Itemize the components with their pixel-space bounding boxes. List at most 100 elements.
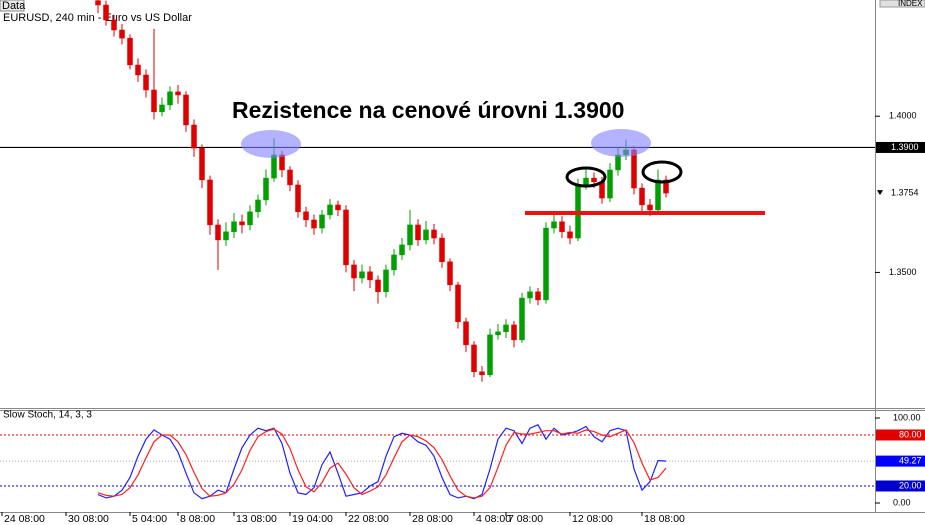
candle-body xyxy=(135,64,141,76)
candle-body xyxy=(639,187,645,206)
candle-body xyxy=(151,89,157,113)
x-tick-label: 24 08:00 xyxy=(4,513,45,525)
candle-body xyxy=(127,37,133,66)
x-tick-label: 30 08:00 xyxy=(68,513,109,525)
candle-body xyxy=(439,237,445,263)
candle-body xyxy=(383,269,389,293)
candle-body xyxy=(159,104,165,113)
candle-body xyxy=(327,204,333,216)
index-label[interactable]: INDEX xyxy=(898,0,923,8)
candle-body xyxy=(215,224,221,241)
x-tick-label: 13 08:00 xyxy=(236,513,277,525)
candle-body xyxy=(583,177,589,186)
candle-body xyxy=(447,261,453,286)
x-tick-label: 5 04:00 xyxy=(132,513,167,525)
candle-body xyxy=(207,179,213,226)
candle-body xyxy=(119,29,125,39)
candle-body xyxy=(167,91,173,106)
candle-body xyxy=(471,344,477,373)
candle-body xyxy=(191,124,197,149)
candle-body xyxy=(655,179,661,211)
x-tick-label: 19 04:00 xyxy=(292,513,333,525)
candle-body xyxy=(519,297,525,341)
candle-body xyxy=(335,204,341,211)
candle-body xyxy=(175,91,181,96)
candle-body xyxy=(559,221,565,233)
current-label: 1.3754 xyxy=(891,187,919,197)
candle-body xyxy=(303,211,309,221)
candle-body xyxy=(407,224,413,246)
candle-body xyxy=(255,199,261,213)
x-tick-label: 8 08:00 xyxy=(180,513,215,525)
candle-body xyxy=(647,204,653,211)
candle-body xyxy=(431,229,437,239)
annotation: Rezistence na cenové úrovni 1.3900 xyxy=(232,97,624,123)
candle-body xyxy=(527,291,533,299)
y-tick-label: 1.4000 xyxy=(889,111,917,121)
data-tab[interactable] xyxy=(0,0,25,12)
candle-body xyxy=(663,179,669,194)
candle-body xyxy=(263,177,269,201)
candle-body xyxy=(463,321,469,346)
resistance-box xyxy=(876,141,925,153)
candle-body xyxy=(543,227,549,301)
candle-body xyxy=(495,331,501,336)
candle-body xyxy=(223,231,229,241)
candle-body xyxy=(455,284,461,323)
y-tick-label: 1.3500 xyxy=(889,267,917,277)
candle-body xyxy=(239,221,245,226)
symbol-title: EURUSD, 240 min - Euro vs US Dollar xyxy=(3,12,192,24)
candle-body xyxy=(567,231,573,239)
candle-body xyxy=(535,291,541,301)
candle-body xyxy=(231,221,237,233)
candle-body xyxy=(503,324,509,333)
candle-body xyxy=(487,334,493,376)
candle-body xyxy=(295,184,301,213)
current-box xyxy=(876,455,925,467)
candle-body xyxy=(199,147,205,181)
candle-body xyxy=(607,169,613,199)
candle-body xyxy=(399,244,405,256)
indicator-title: Slow Stoch, 14, 3, 3 xyxy=(3,410,92,421)
candle-body xyxy=(591,177,597,183)
x-tick-label: 28 08:00 xyxy=(412,513,453,525)
current-label: 49.27 xyxy=(899,455,922,465)
index-tab[interactable] xyxy=(879,0,925,8)
candle-body xyxy=(143,74,149,91)
candle-body xyxy=(103,4,109,21)
level-label: 80.00 xyxy=(899,429,922,439)
candle-body xyxy=(367,271,373,281)
level-label: 20.00 xyxy=(899,480,922,490)
level-box xyxy=(876,480,925,492)
x-tick-label: 12 08:00 xyxy=(572,513,613,525)
data-tab-label[interactable]: Data xyxy=(2,0,26,12)
candle-body xyxy=(319,214,325,229)
candle-body xyxy=(183,94,189,126)
candle-body xyxy=(343,209,349,266)
candle-body xyxy=(111,19,117,31)
candle-body xyxy=(351,264,357,279)
y-tick-label: 0.00 xyxy=(893,497,911,507)
current-arrow xyxy=(877,190,883,196)
x-tick-label: 4 08:00 xyxy=(476,513,511,525)
candle-body xyxy=(375,279,381,293)
candle-body xyxy=(271,154,277,179)
candle-body xyxy=(247,211,253,226)
candle-body xyxy=(511,324,517,341)
candle-body xyxy=(287,169,293,186)
highlight-ellipse xyxy=(591,129,651,157)
candle-body xyxy=(359,271,365,279)
circle-mark xyxy=(641,160,683,184)
resistance-label: 1.3900 xyxy=(891,142,919,152)
candle-body xyxy=(423,229,429,241)
level-box xyxy=(876,429,925,441)
candle-body xyxy=(311,219,317,229)
x-tick-label: 18 08:00 xyxy=(644,513,685,525)
candle-body xyxy=(615,154,621,171)
candle-body xyxy=(391,254,397,271)
y-tick-label: 100.00 xyxy=(893,412,921,422)
highlight-ellipse xyxy=(241,130,301,158)
x-tick-label: 22 08:00 xyxy=(348,513,389,525)
